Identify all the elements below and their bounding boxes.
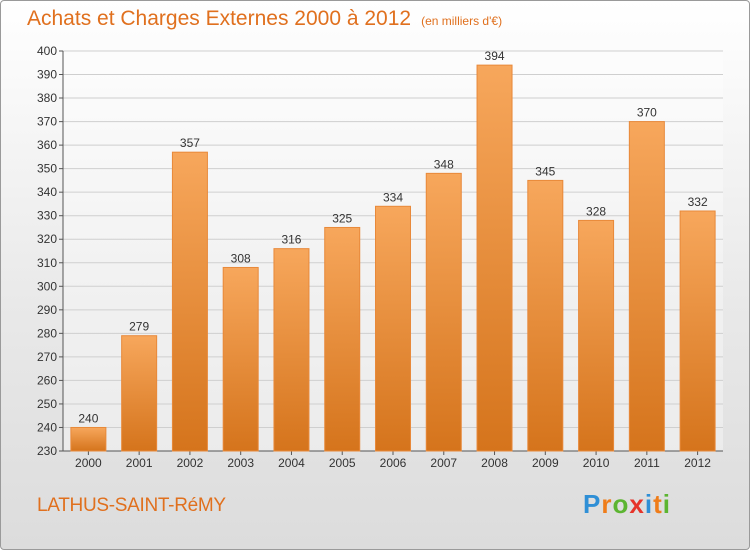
bar-2008: [476, 64, 513, 452]
logo-letter: t: [653, 489, 663, 519]
y-tick-label: 310: [37, 256, 57, 270]
bar-2005: [324, 226, 361, 452]
x-tick-label: 2001: [126, 456, 153, 470]
chart-title: Achats et Charges Externes 2000 à 2012 (e…: [27, 7, 502, 31]
y-tick-label: 330: [37, 209, 57, 223]
bar-value-label: 357: [180, 136, 200, 150]
x-tick-label: 2000: [75, 456, 102, 470]
x-tick-label: 2002: [177, 456, 204, 470]
bar-2009: [527, 179, 564, 452]
y-tick-label: 270: [37, 350, 57, 364]
bar-value-label: 240: [78, 411, 98, 425]
y-tick-label: 290: [37, 303, 57, 317]
bar-2004: [273, 248, 310, 452]
bar-2012: [679, 210, 716, 452]
x-tick-label: 2008: [481, 456, 508, 470]
town-name: LATHUS-SAINT-RéMY: [37, 495, 226, 516]
bar-2007: [425, 172, 462, 452]
proxiti-logo[interactable]: Proxiti: [583, 489, 671, 520]
logo-letter: o: [612, 489, 630, 519]
x-tick-label: 2010: [583, 456, 610, 470]
y-tick-label: 350: [37, 162, 57, 176]
x-tick-label: 2006: [380, 456, 407, 470]
bar-2002: [171, 151, 208, 452]
y-tick-label: 340: [37, 185, 57, 199]
bar-value-label: 328: [586, 204, 606, 218]
bar-value-label: 370: [637, 106, 657, 120]
x-tick-label: 2012: [684, 456, 711, 470]
x-tick-label: 2011: [634, 456, 660, 470]
bar-2006: [375, 205, 411, 452]
bar-value-label: 316: [281, 233, 301, 247]
y-tick-label: 380: [37, 91, 57, 105]
bar-value-label: 325: [332, 211, 352, 225]
y-tick-label: 230: [37, 444, 57, 458]
x-tick-label: 2004: [278, 456, 305, 470]
logo-letter: i: [644, 489, 654, 519]
bar-value-label: 348: [434, 157, 454, 171]
axis-layer: 230 240 250 260 270 280 290 300 310 320 330 340 350 3…: [37, 44, 723, 470]
x-tick-label: 2007: [430, 456, 457, 470]
bar-2011: [628, 121, 665, 452]
y-tick-label: 300: [37, 279, 57, 293]
bar-value-label: 279: [129, 320, 149, 334]
bar-value-label: 332: [688, 195, 708, 209]
y-tick-label: 280: [37, 326, 57, 340]
y-tick-label: 250: [37, 397, 57, 411]
x-tick-label: 2005: [329, 456, 356, 470]
y-tick-label: 400: [37, 44, 57, 58]
bar-2000: [70, 426, 107, 452]
chart-title-text: Achats et Charges Externes 2000 à 2012: [27, 7, 412, 30]
y-tick-label: 320: [37, 232, 57, 246]
y-tick-label: 370: [37, 115, 57, 129]
bar-value-label: 345: [535, 164, 555, 178]
y-tick-label: 240: [37, 420, 57, 434]
bar-layer: 240 279 357 308 316 325 334 348 394 345 328 370 332: [70, 49, 716, 452]
bar-2001: [121, 335, 158, 452]
x-tick-label: 2009: [532, 456, 559, 470]
bar-value-label: 334: [383, 190, 403, 204]
y-tick-label: 390: [37, 68, 57, 82]
bar-2003: [222, 266, 259, 452]
logo-letter: P: [583, 489, 602, 519]
logo-letter: x: [629, 489, 645, 519]
logo-letter: i: [662, 489, 671, 519]
y-tick-label: 360: [37, 138, 57, 152]
logo-letter: r: [601, 489, 613, 519]
chart-subtitle: (en milliers d'€): [421, 14, 503, 28]
bar-value-label: 394: [485, 49, 505, 63]
x-tick-label: 2003: [227, 456, 254, 470]
bar-value-label: 308: [231, 251, 251, 265]
y-tick-label: 260: [37, 373, 57, 387]
bar-2010: [578, 219, 615, 452]
